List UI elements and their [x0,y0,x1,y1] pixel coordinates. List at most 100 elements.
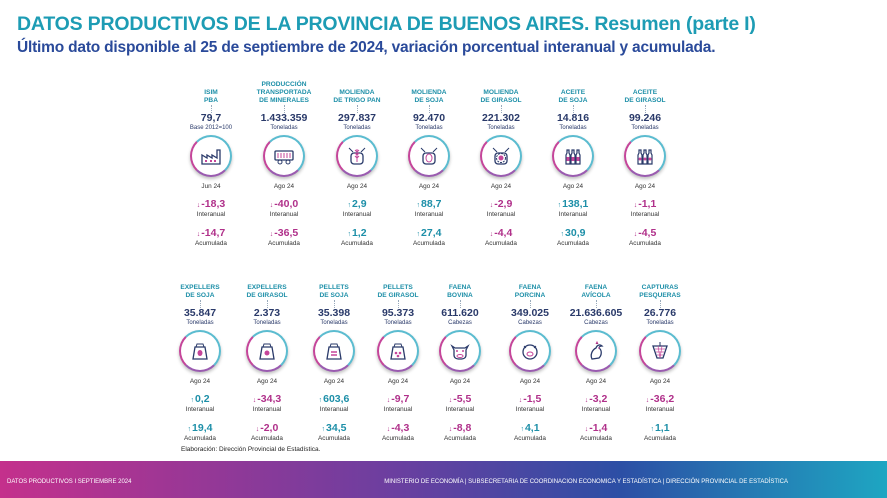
indicator-label: PRODUCCIÓN TRANSPORTADA DE MINERALES [244,81,324,105]
indicator-unit: Toneladas [415,125,443,131]
arrow-down-icon: ↓ [386,426,391,433]
icon-circle [313,330,355,372]
indicator-unit: Toneladas [559,125,587,131]
period-date: Ago 24 [346,183,368,190]
indicator-unit: Cabezas [518,320,542,326]
indicator-unit: Base 2012=100 [189,125,233,131]
indicator-value: 2.373 [253,307,281,319]
arrow-up-icon: ↑ [190,397,194,404]
period-date: Ago 24 [649,378,671,385]
wheat-mill-icon [348,147,366,165]
interanual-value: -2,9 [494,198,513,210]
indicator-card: MOLIENDA DE GIRASOL 221.302 Toneladas Ago 24… [461,79,541,247]
label-line-2: AVÍCOLA [581,292,611,299]
indicator-value: 21.636.605 [569,307,623,319]
dotted-connector [283,105,285,113]
indicator-card: FAENA BOVINA 611.620 Cabezas Ago 24 ↓-5,5 Inte… [420,274,500,442]
indicator-label: EXPELLERS DE GIRASOL [227,284,307,300]
label-line-1: EXPELLERS [180,284,220,291]
arrow-down-icon: ↓ [386,397,391,404]
indicator-label: CAPTURAS PESQUERAS [620,284,700,300]
arrow-up-icon: ↑ [347,231,351,238]
interanual-value: 0,2 [194,393,210,405]
arrow-up-icon: ↑ [520,426,524,433]
acumulada-label: Acumulada [341,240,373,247]
acumulada-value: -1,4 [589,422,608,434]
acumulada-value: 19,4 [192,422,213,434]
acumulada-block: ↓-8,8 Acumulada [420,423,500,443]
acumulada-value: 34,5 [326,422,347,434]
acumulada-value: -2,0 [260,422,279,434]
indicator-label: MOLIENDA DE GIRASOL [461,89,541,105]
interanual-block: ↑0,2 Interanual [160,393,240,414]
interanual-value: -9,7 [391,393,410,405]
interanual-block: ↓-3,2 Interanual [556,394,636,414]
arrow-up-icon: ↑ [318,397,323,404]
footer-right-text: MINISTERIO DE ECONOMÍA | SUBSECRETARIA D… [384,479,788,485]
label-line-1: MOLIENDA [339,89,375,96]
label-line-1: CAPTURAS [641,284,679,291]
period-date: Ago 24 [519,378,541,385]
indicator-value: 221.302 [482,112,520,124]
label-line-1: PRODUCCIÓN [261,81,307,88]
acumulada-value: -4,4 [494,227,513,239]
interanual-label: Interanual [414,211,444,218]
period-date: Ago 24 [490,183,512,190]
acumulada-value: -14,7 [201,227,226,239]
acumulada-value: -4,5 [638,227,657,239]
indicator-value: 92.470 [412,112,446,124]
factory-icon [201,149,221,165]
label-line-1: PELLETS [319,284,349,291]
period-date: Ago 24 [449,378,471,385]
interanual-value: -18,3 [201,198,226,210]
interanual-label: Interanual [319,406,349,413]
acumulada-label: Acumulada [195,240,227,247]
interanual-value: -1,1 [638,198,657,210]
source-note: Elaboración: Dirección Provincial de Est… [181,446,321,453]
acumulada-value: 30,9 [565,227,586,239]
interanual-block: ↓-9,7 Interanual [358,393,438,414]
icon-circle [179,330,221,372]
arrow-up-icon: ↑ [560,231,565,238]
dotted-connector [199,300,201,308]
icon-circle [509,330,551,372]
interanual-label: Interanual [645,406,675,413]
indicator-value: 35.847 [183,307,217,319]
dotted-connector [529,300,531,308]
indicator-card: MOLIENDA DE SOJA 92.470 Toneladas Ago 24 ↑88,… [389,79,469,247]
period-date: Ago 24 [256,378,278,385]
interanual-value: 88,7 [421,198,442,210]
dotted-connector [572,105,574,113]
acumulada-label: Acumulada [629,240,661,247]
icon-circle [575,330,617,372]
acumulada-block: ↓-4,4 Acumulada [461,227,541,248]
arrow-down-icon: ↓ [584,397,589,404]
arrow-down-icon: ↓ [448,426,453,433]
interanual-label: Interanual [252,406,282,413]
dotted-connector [428,105,430,113]
footer-left-text: DATOS PRODUCTIVOS I SEPTIEMBRE 2024 [7,479,132,485]
acumulada-label: Acumulada [557,240,589,247]
indicator-value: 14.816 [556,112,590,124]
interanual-value: 2,9 [351,198,367,210]
indicator-value: 79,7 [200,112,222,124]
arrow-down-icon: ↓ [255,426,260,433]
dotted-connector [333,300,335,308]
interanual-label: Interanual [486,211,516,218]
indicator-label: ISIM PBA [171,89,251,105]
arrow-down-icon: ↓ [269,231,274,238]
icon-circle [624,135,666,177]
icon-circle [190,135,232,177]
sunflower-sack-icon [259,343,275,360]
indicator-card: PRODUCCIÓN TRANSPORTADA DE MINERALES 1.433.… [244,79,324,247]
label-line-2: DE TRIGO PAN [333,97,381,104]
indicator-unit: Toneladas [384,320,412,326]
page-subtitle: Último dato disponible al 25 de septiemb… [17,39,716,56]
label-line-2: PESQUERAS [639,292,681,299]
indicator-card: ACEITE DE SOJA 14.816 Toneladas Ago 24 ↑138,1… [533,79,613,247]
dotted-connector [644,105,646,113]
acumulada-block: ↑1,1 Acumulada [620,423,700,443]
acumulada-block: ↓-4,5 Acumulada [605,227,685,248]
dotted-connector [210,105,212,113]
interanual-label: Interanual [196,211,226,218]
